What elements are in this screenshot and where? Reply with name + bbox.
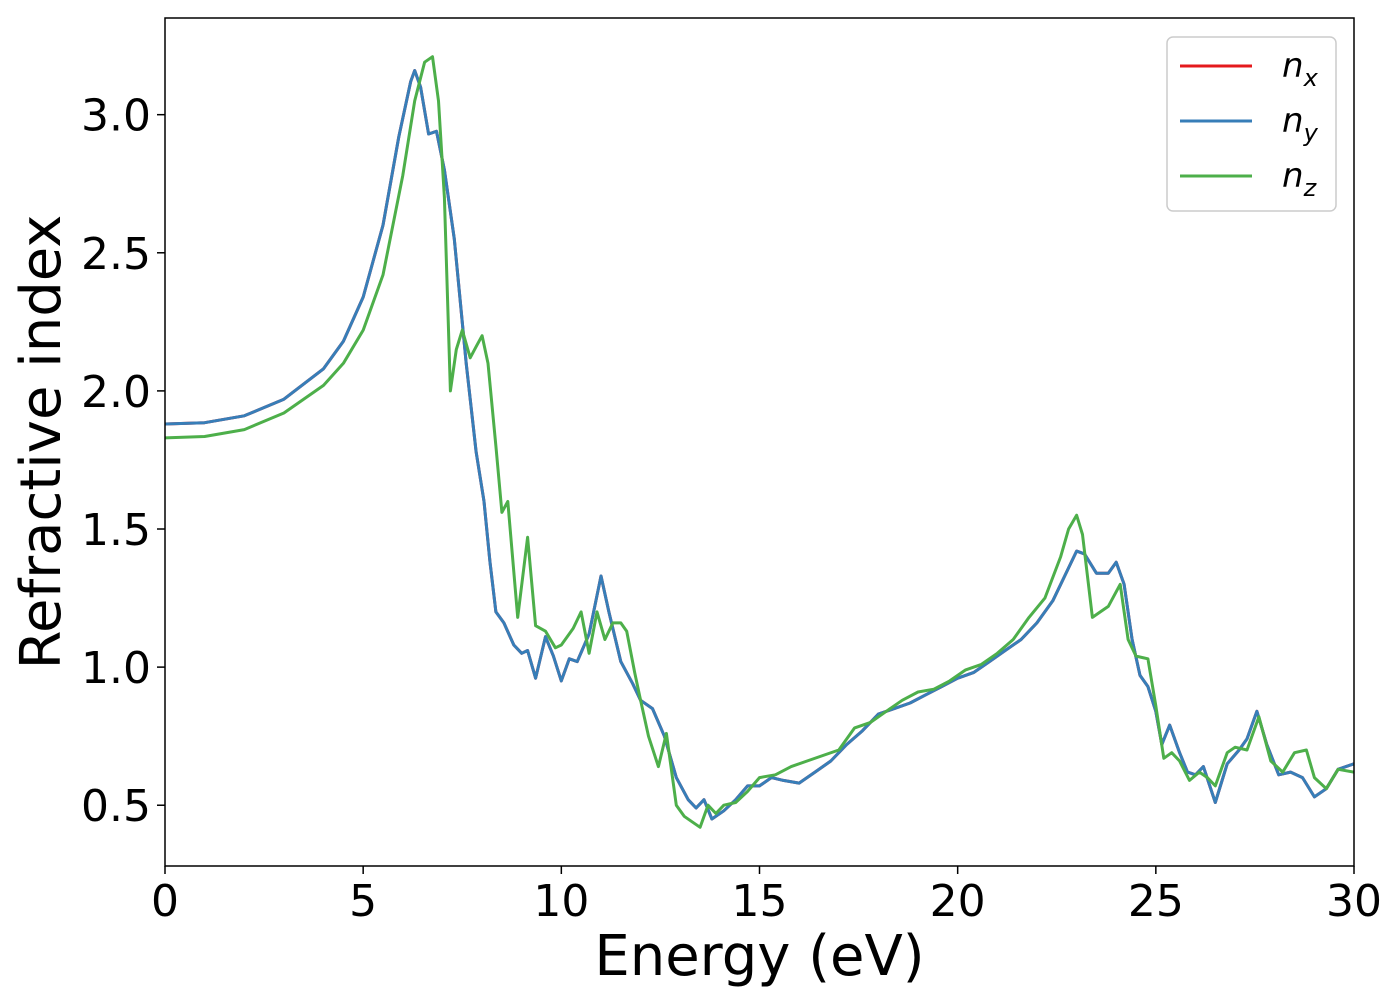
legend-label: nx [1282, 46, 1319, 92]
legend: nx ny nz [1166, 36, 1337, 212]
x-tick-label: 0 [151, 876, 179, 927]
y-axis: 0.5 1.0 1.5 2.0 2.5 3.0 [81, 91, 165, 832]
y-tick-label: 3.0 [81, 91, 151, 142]
y-tick-label: 2.5 [81, 229, 151, 280]
legend-label: ny [1282, 101, 1319, 147]
plot-area [165, 18, 1354, 866]
x-tick-label: 5 [349, 876, 377, 927]
x-tick-label: 10 [533, 876, 589, 927]
y-tick-label: 0.5 [81, 781, 151, 832]
plot-background [165, 18, 1354, 866]
x-axis-title: Energy (eV) [594, 924, 924, 989]
legend-box [1166, 36, 1337, 212]
x-tick-label: 15 [732, 876, 788, 927]
y-tick-label: 2.0 [81, 367, 151, 418]
x-tick-label: 20 [930, 876, 986, 927]
series-line-n-z [165, 55, 1354, 829]
x-tick-label: 30 [1326, 876, 1382, 927]
series-layer [165, 55, 1354, 829]
x-axis: 0 5 10 15 20 25 30 [151, 866, 1382, 927]
y-axis-title: Refractive index [9, 215, 74, 670]
legend-label: nz [1282, 156, 1318, 202]
y-tick-label: 1.0 [81, 643, 151, 694]
x-tick-label: 25 [1128, 876, 1184, 927]
y-tick-label: 1.5 [81, 505, 151, 556]
series-line-n-y [165, 69, 1354, 821]
